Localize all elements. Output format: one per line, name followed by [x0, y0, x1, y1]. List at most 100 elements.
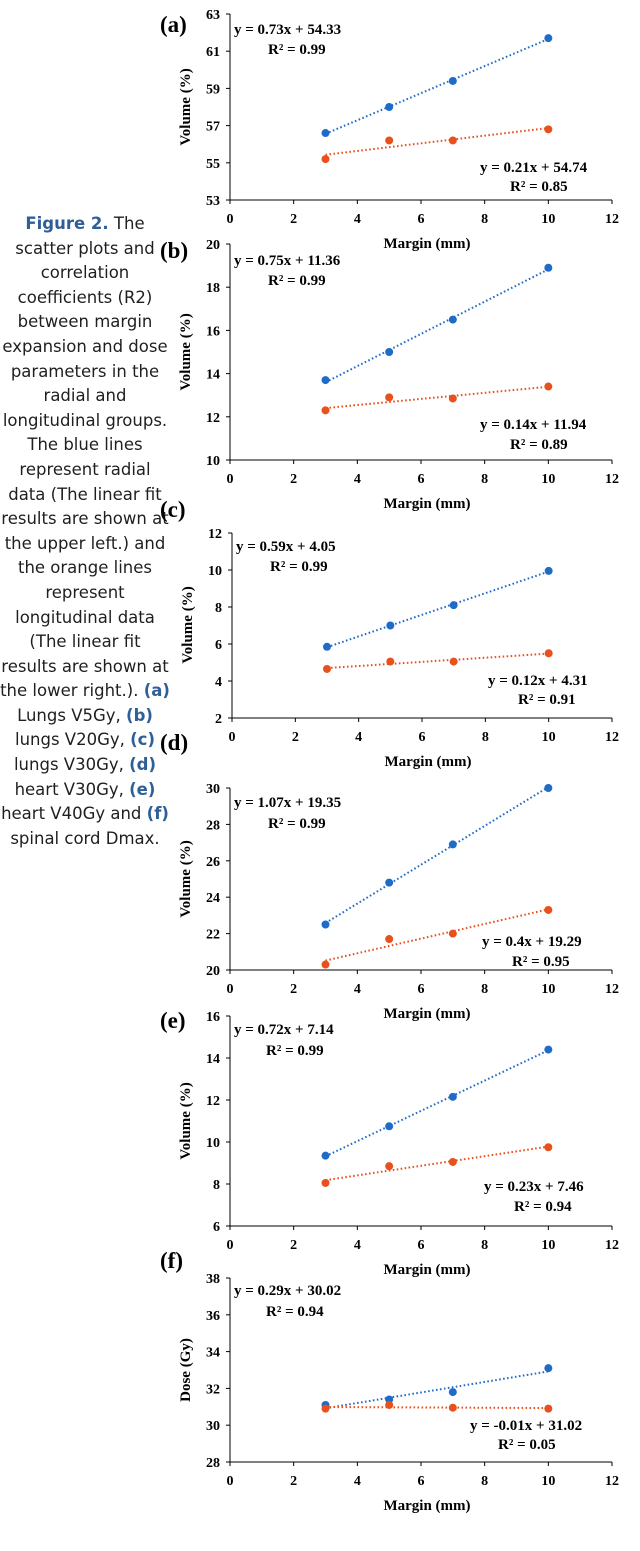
caption-label-d: (d)	[129, 755, 157, 775]
caption-text: The scatter plots and correlation coeffi…	[0, 214, 169, 701]
x-tick-label: 0	[227, 1238, 234, 1253]
radial-trendline	[325, 1370, 549, 1410]
longitudinal-data-point	[386, 657, 395, 666]
y-tick-label: 12	[208, 527, 222, 542]
longitudinal-data-point	[448, 394, 457, 403]
radial-trendline	[326, 570, 549, 649]
y-tick-label: 55	[206, 157, 220, 172]
radial-data-point	[321, 920, 330, 929]
longitudinal-r2-label: R² = 0.89	[510, 437, 568, 453]
longitudinal-fit-equation: y = 0.4x + 19.29	[482, 934, 582, 950]
longitudinal-data-point	[385, 935, 394, 944]
y-tick-label: 14	[206, 1052, 220, 1067]
longitudinal-fit-equation: y = 0.14x + 11.94	[480, 417, 587, 433]
x-tick-label: 0	[227, 982, 234, 997]
x-axis-title: Margin (mm)	[383, 1006, 470, 1022]
radial-data-point	[385, 878, 394, 887]
y-tick-label: 4	[215, 675, 222, 690]
x-tick-label: 12	[605, 730, 619, 745]
x-tick-label: 4	[354, 982, 361, 997]
caption-label-b: (b)	[126, 705, 153, 725]
caption-text-a: Lungs V5Gy,	[17, 705, 127, 725]
radial-data-point	[386, 621, 395, 630]
x-tick-label: 2	[290, 982, 297, 997]
radial-fit-equation: y = 0.72x + 7.14	[234, 1022, 334, 1038]
x-tick-label: 8	[481, 1474, 488, 1489]
x-axis-title: Margin (mm)	[383, 496, 470, 512]
longitudinal-r2-label: R² = 0.95	[512, 954, 570, 970]
y-axis-title: Volume (%)	[178, 313, 194, 390]
longitudinal-data-point	[448, 136, 457, 145]
radial-data-point	[448, 1388, 457, 1397]
y-tick-label: 6	[215, 638, 222, 653]
radial-r2-label: R² = 0.99	[268, 42, 326, 58]
longitudinal-data-point	[544, 125, 553, 134]
longitudinal-r2-label: R² = 0.91	[518, 692, 576, 708]
radial-r2-label: R² = 0.94	[266, 1304, 324, 1320]
radial-data-point	[544, 34, 553, 43]
y-axis-title: Volume (%)	[178, 68, 194, 145]
longitudinal-data-point	[448, 929, 457, 938]
x-axis-title: Margin (mm)	[383, 1498, 470, 1514]
y-tick-label: 8	[215, 601, 222, 616]
x-tick-label: 0	[227, 472, 234, 487]
radial-data-point	[448, 1092, 457, 1101]
longitudinal-data-point	[323, 664, 331, 673]
caption-text-e: heart V40Gy and	[1, 804, 147, 824]
y-tick-label: 22	[206, 928, 220, 943]
x-axis-title: Margin (mm)	[384, 754, 471, 770]
panel-label: (d)	[160, 730, 188, 755]
y-tick-label: 12	[206, 411, 220, 426]
radial-data-point	[321, 376, 330, 385]
radial-fit-equation: y = 1.07x + 19.35	[234, 795, 341, 811]
x-tick-label: 2	[290, 1474, 297, 1489]
radial-data-point	[323, 642, 331, 651]
x-tick-label: 10	[541, 1238, 555, 1253]
radial-data-point	[544, 1045, 553, 1054]
longitudinal-data-point	[448, 1403, 457, 1412]
caption-heading: Figure 2.	[25, 214, 109, 233]
longitudinal-data-point	[544, 382, 553, 391]
caption-text-c: lungs V30Gy,	[13, 755, 130, 775]
y-tick-label: 53	[206, 194, 220, 209]
longitudinal-fit-equation: y = 0.12x + 4.31	[488, 673, 588, 689]
x-tick-label: 12	[605, 472, 619, 487]
y-tick-label: 28	[206, 818, 220, 833]
radial-r2-label: R² = 0.99	[270, 559, 328, 575]
caption-text-b: lungs V20Gy,	[14, 730, 131, 750]
radial-data-point	[448, 840, 457, 849]
y-tick-label: 61	[206, 45, 220, 60]
x-tick-label: 8	[481, 212, 488, 227]
caption-text-f: spinal cord Dmax.	[10, 828, 160, 848]
y-tick-label: 32	[206, 1382, 220, 1397]
y-tick-label: 10	[208, 564, 222, 579]
radial-fit-equation: y = 0.29x + 30.02	[234, 1283, 341, 1299]
longitudinal-fit-equation: y = 0.23x + 7.46	[484, 1179, 584, 1195]
caption-label-f: (f)	[146, 804, 169, 824]
x-tick-label: 10	[541, 1474, 555, 1489]
y-tick-label: 10	[206, 1136, 220, 1151]
longitudinal-data-point	[544, 905, 553, 914]
longitudinal-trendline	[325, 385, 549, 410]
longitudinal-data-point	[544, 649, 553, 658]
y-tick-label: 57	[206, 120, 220, 135]
y-tick-label: 18	[206, 281, 220, 296]
y-tick-label: 16	[206, 324, 220, 339]
y-tick-label: 38	[206, 1272, 220, 1287]
x-tick-label: 2	[290, 472, 297, 487]
x-tick-label: 10	[541, 212, 555, 227]
panel-label: (b)	[160, 238, 188, 263]
x-tick-label: 8	[481, 1238, 488, 1253]
longitudinal-data-point	[385, 393, 394, 402]
radial-trendline	[325, 1049, 549, 1158]
radial-data-point	[448, 315, 457, 324]
longitudinal-data-point	[385, 1162, 394, 1171]
x-tick-label: 12	[605, 1238, 619, 1253]
panel-label: (f)	[160, 1248, 183, 1273]
longitudinal-r2-label: R² = 0.94	[514, 1199, 572, 1215]
radial-trendline	[324, 786, 549, 924]
x-tick-label: 6	[418, 1474, 425, 1489]
radial-data-point	[544, 1364, 553, 1373]
panel-label: (e)	[160, 1008, 186, 1033]
